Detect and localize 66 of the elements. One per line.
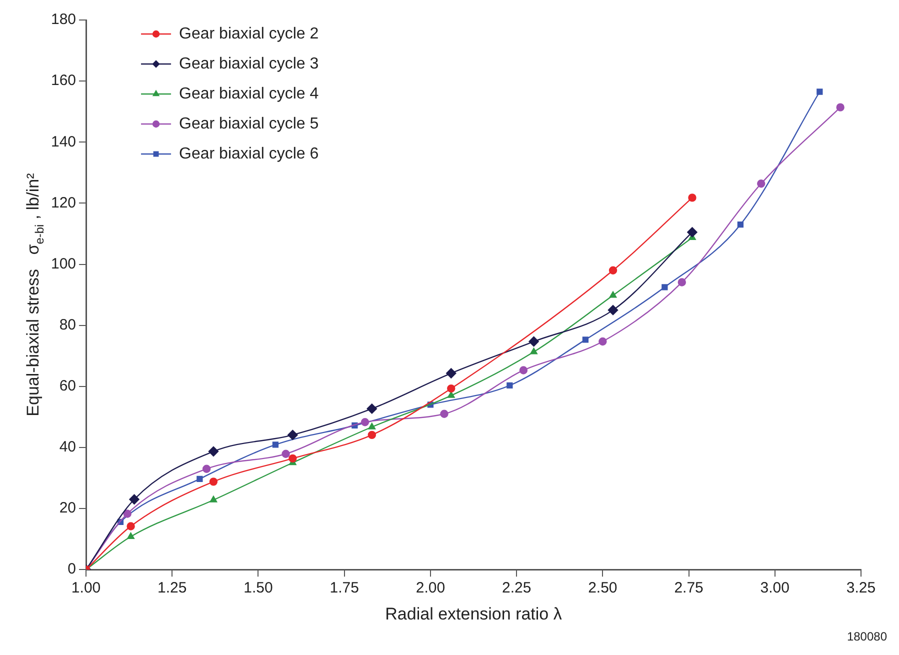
- point: [288, 430, 298, 440]
- y-tick-label: 160: [50, 72, 76, 90]
- point: [687, 227, 698, 238]
- point: [288, 454, 297, 463]
- legend-label: Gear biaxial cycle 6: [179, 145, 319, 162]
- x-tick-label: 2.25: [502, 580, 532, 597]
- y-tick-label: 100: [50, 255, 76, 272]
- point: [447, 391, 455, 398]
- x-tick-label: 1.50: [244, 580, 273, 597]
- point: [208, 446, 219, 457]
- point: [210, 496, 218, 502]
- point: [446, 368, 456, 378]
- point: [582, 336, 589, 343]
- point: [816, 88, 823, 95]
- point: [368, 422, 376, 430]
- legend-label: Gear biaxial cycle 3: [179, 55, 319, 72]
- x-tick-label: 1.75: [330, 580, 359, 597]
- point: [678, 278, 686, 286]
- point: [737, 222, 744, 228]
- point: [366, 404, 378, 414]
- point: [598, 337, 607, 346]
- point: [530, 348, 538, 354]
- y-tick-label: 80: [59, 316, 76, 334]
- x-tick-label: 1.00: [71, 580, 101, 597]
- y-tick-label: 20: [59, 500, 76, 517]
- x-tick-label: 2.50: [588, 580, 618, 597]
- point: [836, 103, 844, 112]
- y-tick-label: 140: [50, 133, 76, 150]
- text: 180080: [846, 629, 888, 644]
- legend-label: Gear biaxial cycle 5: [179, 115, 319, 132]
- point: [126, 522, 135, 530]
- y-tick-label: 0: [68, 560, 76, 578]
- x-tick-label: 3.25: [846, 580, 876, 597]
- point: [272, 442, 279, 448]
- x-tick-label: 2.00: [416, 580, 446, 597]
- point: [688, 194, 696, 202]
- x-tick-label: 1.25: [158, 580, 187, 597]
- point: [506, 382, 513, 389]
- point: [757, 180, 766, 188]
- legend-label: Gear biaxial cycle 4: [179, 85, 319, 102]
- point: [608, 304, 618, 316]
- point: [440, 410, 448, 418]
- point: [282, 450, 290, 458]
- point: [129, 494, 140, 504]
- point: [447, 384, 456, 393]
- point: [528, 336, 539, 347]
- point: [209, 478, 218, 486]
- y-tick-label: 120: [50, 194, 76, 212]
- point: [662, 284, 668, 290]
- x-tick-label: 3.00: [760, 580, 790, 597]
- point: [360, 418, 370, 426]
- point: [609, 291, 617, 298]
- y-tick-label: 40: [59, 438, 76, 456]
- point: [196, 476, 203, 482]
- point: [202, 464, 211, 473]
- y-tick-label: 60: [59, 378, 76, 395]
- point: [519, 366, 528, 374]
- point: [127, 532, 134, 539]
- y-axis-title: Equal-biaxial stress σe-bi , lb/in²: [24, 172, 46, 416]
- x-tick-label: 2.75: [674, 580, 704, 597]
- x-axis-title: Radial extension ratio λ: [385, 604, 562, 624]
- point: [123, 510, 132, 518]
- y-tick-label: 180: [50, 11, 76, 28]
- point: [608, 266, 618, 274]
- point: [368, 430, 376, 440]
- legend-label: Gear biaxial cycle 2: [179, 25, 319, 42]
